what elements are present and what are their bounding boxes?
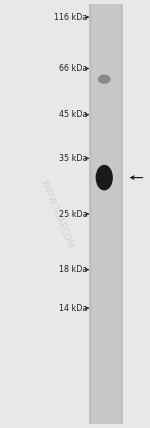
Ellipse shape (96, 165, 113, 190)
Bar (89, 4, 123, 424)
Bar (89, 4, 92, 424)
Text: 14 kDa: 14 kDa (59, 303, 87, 313)
Ellipse shape (98, 74, 111, 84)
Text: 66 kDa: 66 kDa (59, 64, 87, 73)
Text: WWW.TGAECOM: WWW.TGAECOM (39, 178, 75, 250)
Bar (120, 4, 123, 424)
Text: 25 kDa: 25 kDa (59, 209, 87, 219)
Text: 35 kDa: 35 kDa (59, 154, 87, 163)
Text: 45 kDa: 45 kDa (59, 110, 87, 119)
Text: 116 kDa: 116 kDa (54, 12, 87, 22)
Text: 18 kDa: 18 kDa (59, 265, 87, 274)
